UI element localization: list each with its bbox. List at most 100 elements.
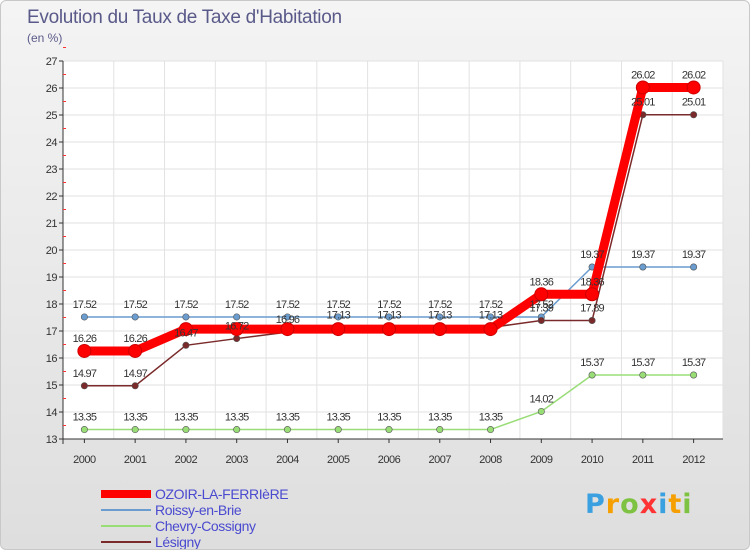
data-point <box>80 313 88 321</box>
data-label: 17.52 <box>530 299 554 311</box>
data-label: 17.52 <box>123 299 147 311</box>
data-label: 18.36 <box>580 276 604 288</box>
data-point <box>334 313 342 321</box>
y-tick-label: 21 <box>46 218 58 230</box>
data-label: 17.13 <box>479 309 503 321</box>
data-point <box>182 313 190 321</box>
data-point <box>233 313 241 321</box>
y-tick-label: 13 <box>46 434 58 446</box>
legend-label: OZOIR-LA-FERRIèRE <box>155 486 289 502</box>
data-point <box>537 407 545 415</box>
x-tick-label: 2001 <box>124 454 147 466</box>
logo-letter: r <box>605 489 621 520</box>
logo-letter: t <box>668 489 683 520</box>
data-point <box>487 426 495 434</box>
data-point <box>280 322 295 337</box>
data-label: 13.35 <box>479 412 503 424</box>
x-tick-label: 2003 <box>225 454 248 466</box>
data-label: 13.35 <box>225 412 249 424</box>
data-point <box>131 426 139 434</box>
data-point <box>178 322 193 337</box>
y-tick-label: 20 <box>46 245 58 257</box>
data-label: 13.35 <box>174 412 198 424</box>
data-point <box>233 426 241 434</box>
data-label: 25.01 <box>631 97 655 109</box>
data-point <box>690 371 698 379</box>
x-tick-label: 2004 <box>276 454 299 466</box>
data-point <box>436 313 444 321</box>
data-label: 15.37 <box>631 357 655 369</box>
data-label: 13.35 <box>123 412 147 424</box>
data-point <box>635 80 650 95</box>
data-point <box>585 287 600 302</box>
data-point <box>131 313 139 321</box>
x-tick-label: 2011 <box>632 454 654 466</box>
data-label: 16.47 <box>174 327 198 339</box>
data-point <box>432 322 447 337</box>
data-point <box>686 80 701 95</box>
legend-item: Chevry-Cossigny <box>101 518 288 534</box>
data-point <box>283 426 291 434</box>
series-2 <box>80 371 698 434</box>
data-label: 25.01 <box>682 97 706 109</box>
data-point <box>690 111 698 119</box>
data-point <box>80 382 88 390</box>
legend-item: OZOIR-LA-FERRIèRE <box>101 486 289 502</box>
data-point <box>283 313 291 321</box>
data-label: 17.39 <box>530 302 554 314</box>
data-point <box>128 343 143 358</box>
data-point <box>639 371 647 379</box>
data-label: 17.52 <box>326 299 350 311</box>
y-tick-label: 26 <box>46 83 58 95</box>
data-label: 16.72 <box>225 321 249 333</box>
legend-label: Roissy-en-Brie <box>155 502 242 518</box>
data-label: 15.37 <box>682 357 706 369</box>
x-tick-label: 2006 <box>378 454 401 466</box>
logo-letter: o <box>620 489 640 520</box>
y-tick-label: 14 <box>46 407 58 419</box>
data-point <box>436 426 444 434</box>
y-tick-label: 19 <box>46 272 58 284</box>
data-point <box>537 316 545 324</box>
legend-label: Chevry-Cossigny <box>155 518 256 534</box>
data-point <box>382 322 396 337</box>
logo-letter: x <box>639 489 659 520</box>
data-point <box>80 426 88 434</box>
data-label: 14.97 <box>123 368 147 380</box>
y-tick-label: 24 <box>46 137 58 149</box>
data-label: 26.02 <box>631 69 655 81</box>
data-point <box>77 343 92 358</box>
legend-swatch <box>101 509 151 511</box>
legend-item: Lésigny <box>101 534 288 550</box>
proxiti-logo: Proxiti <box>585 489 693 520</box>
data-label: 19.37 <box>580 249 604 261</box>
data-point <box>131 382 139 390</box>
logo-letter: P <box>585 489 606 520</box>
data-label: 13.35 <box>276 412 300 424</box>
data-label: 19.37 <box>682 249 706 261</box>
data-label: 13.35 <box>73 412 97 424</box>
data-point <box>483 322 498 337</box>
x-tick-label: 2012 <box>682 454 705 466</box>
data-point <box>331 322 346 337</box>
series-1 <box>80 263 698 321</box>
data-label: 17.13 <box>377 309 401 321</box>
data-label: 13.35 <box>326 412 350 424</box>
data-label: 17.52 <box>225 299 249 311</box>
data-point <box>639 263 647 271</box>
legend-item: Roissy-en-Brie <box>101 502 288 518</box>
legend-label: Lésigny <box>155 534 201 550</box>
logo-letter: i <box>658 489 669 520</box>
x-tick-label: 2002 <box>175 454 198 466</box>
y-tick-label: 17 <box>46 326 58 338</box>
data-label: 26.02 <box>682 69 706 81</box>
data-point <box>690 263 698 271</box>
data-label: 17.13 <box>428 309 452 321</box>
data-label: 17.52 <box>174 299 198 311</box>
data-point <box>229 322 244 337</box>
legend-swatch <box>101 525 151 527</box>
data-point <box>588 316 596 324</box>
data-label: 13.35 <box>377 412 401 424</box>
x-tick-label: 2008 <box>479 454 502 466</box>
